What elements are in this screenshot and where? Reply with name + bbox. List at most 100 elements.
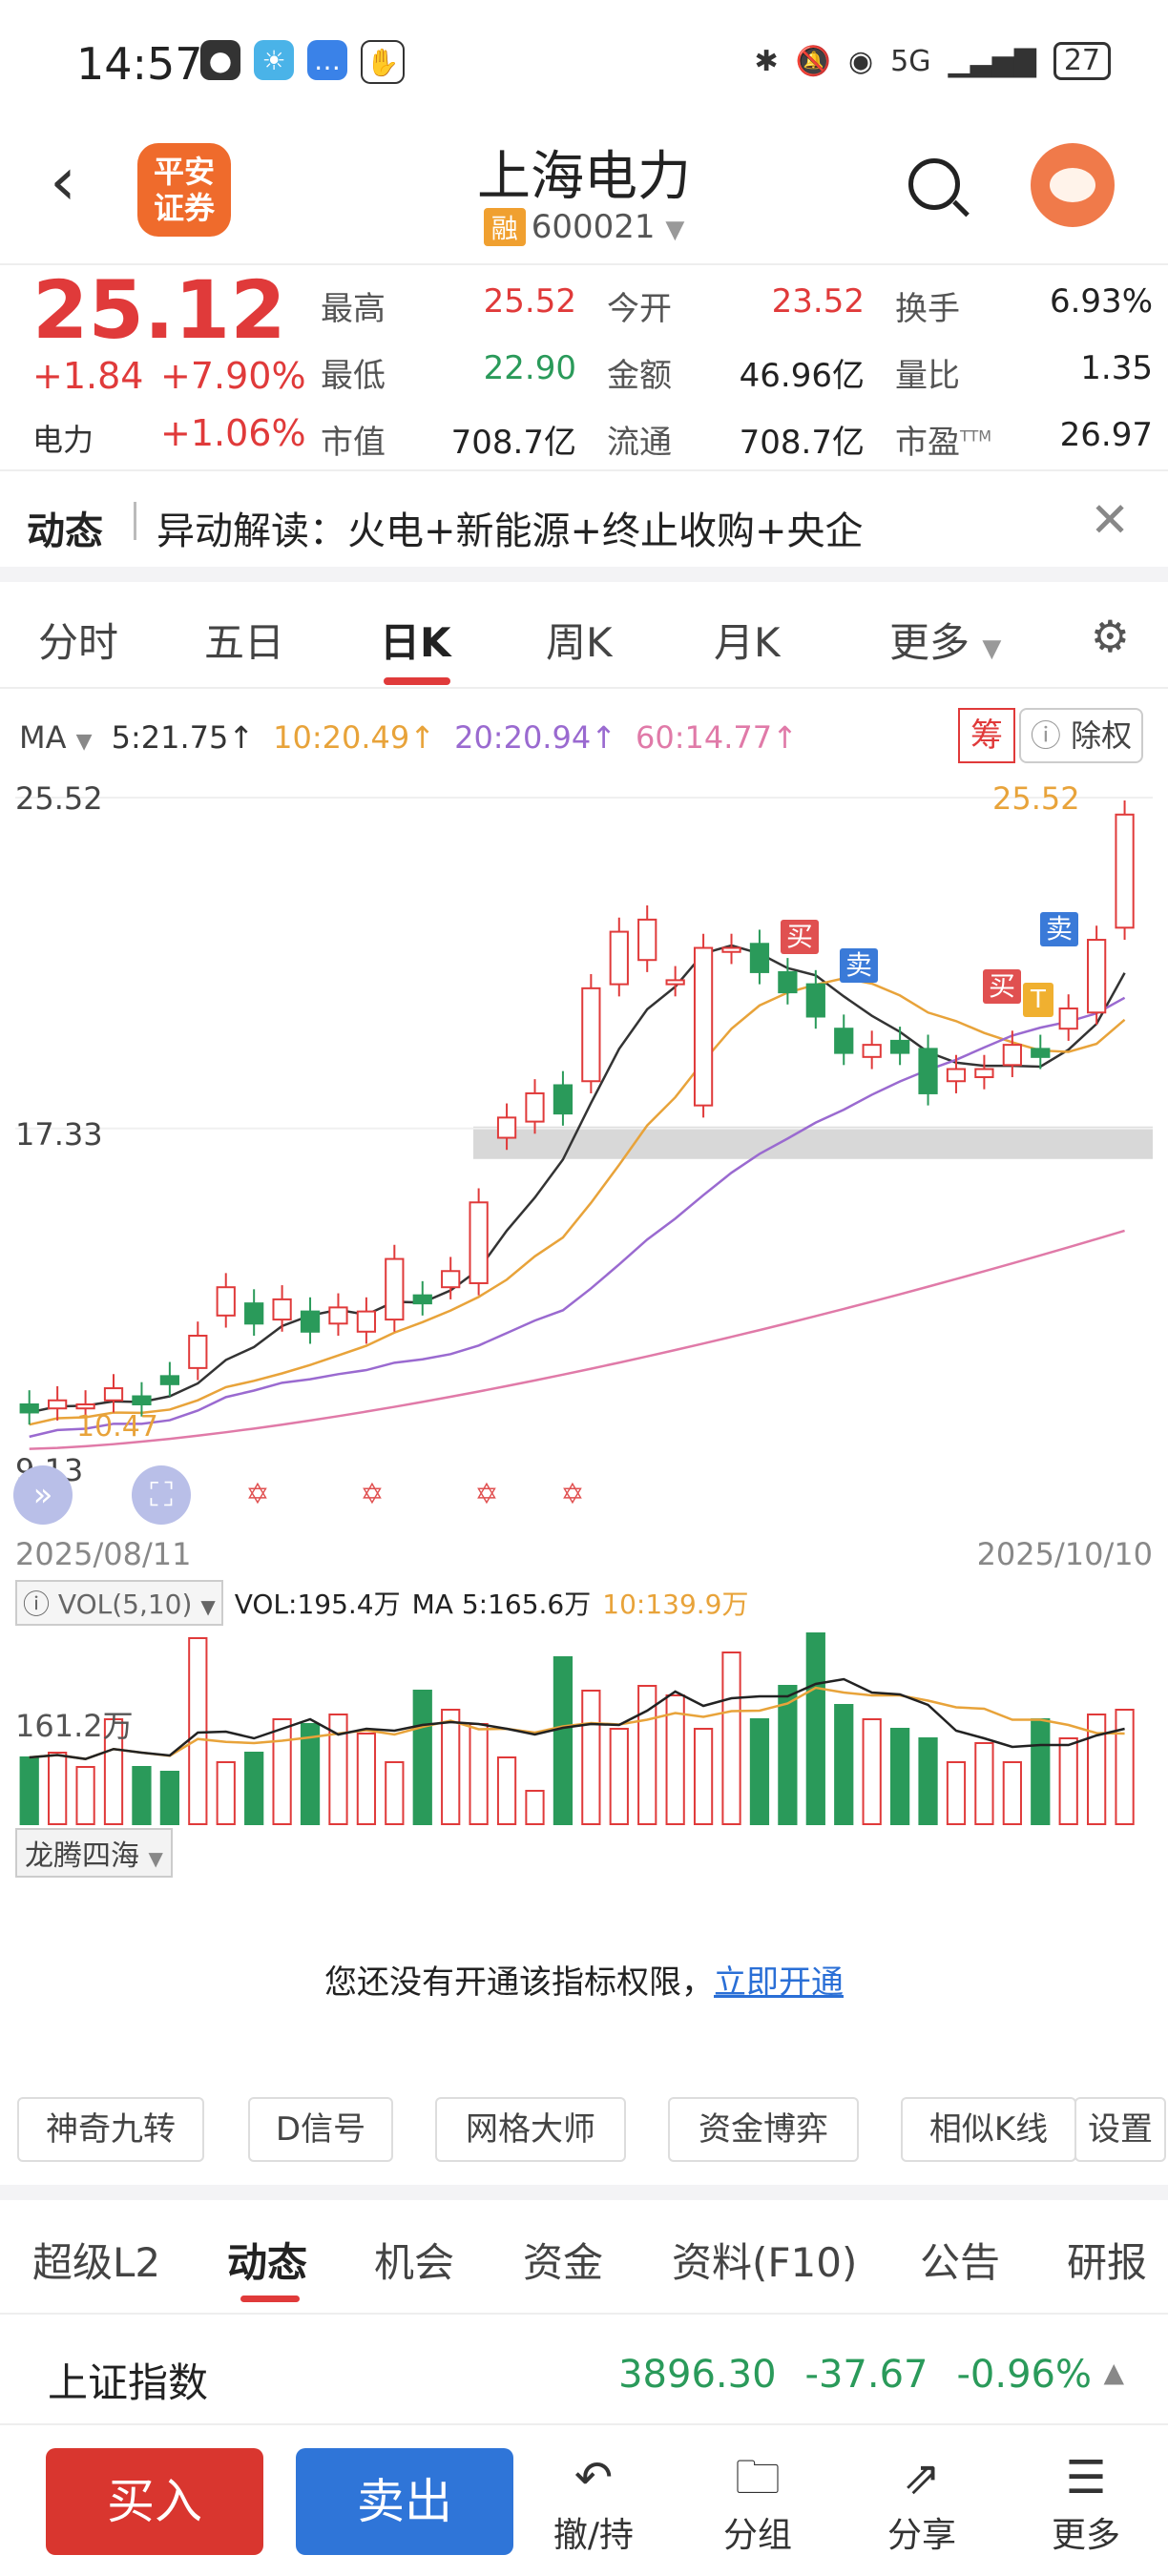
tab-five-day[interactable]: 五日 [204, 619, 285, 666]
tab-opportunity[interactable]: 机会 [374, 2239, 455, 2286]
volume-bar-down [889, 1728, 910, 1825]
buy-button[interactable]: 买入 [46, 2448, 263, 2555]
tool-d-signal[interactable]: D信号 [248, 2097, 393, 2162]
expand-left-icon[interactable]: » [13, 1465, 73, 1525]
date-start-label: 2025/08/11 [15, 1536, 192, 1572]
candle-down [244, 1302, 264, 1325]
battery-icon: 27 [1053, 42, 1111, 80]
t-signal-marker[interactable]: T [1023, 983, 1053, 1017]
back-icon[interactable]: ‹ [50, 142, 76, 220]
tab-f10[interactable]: 资料(F10) [672, 2239, 858, 2286]
hotspot-icon: ◉ [847, 44, 874, 78]
nav-more[interactable]: ☰ 更多 [1029, 2448, 1143, 2557]
chevron-down-icon: ▼ [665, 216, 685, 244]
open-value: 23.52 [771, 282, 865, 321]
volume-indicator-selector[interactable]: ⓘ VOL(5,10) ▼ [15, 1580, 223, 1626]
caret-down-icon: ▼ [75, 730, 93, 754]
volume-bar-down [300, 1723, 321, 1825]
candle-up [1002, 1044, 1022, 1067]
kline-chart[interactable]: ✡ ✡ ✡ ✡ [0, 773, 1168, 1536]
stock-code-row[interactable]: 融 600021 ▼ [0, 208, 1168, 246]
tab-research[interactable]: 研报 [1067, 2239, 1148, 2286]
volume-ma10: 10:139.9万 [602, 1589, 749, 1620]
nav-share[interactable]: ⇗ 分享 [865, 2448, 979, 2557]
news-text[interactable]: 异动解读：火电+新能源+终止收购+央企 [156, 509, 864, 553]
ma10-line [29, 977, 1126, 1426]
ma60-legend: 60:14.77↑ [636, 719, 798, 756]
candle-up [272, 1298, 292, 1321]
candle-down [805, 983, 825, 1018]
sector-name[interactable]: 电力 [32, 422, 94, 458]
sell-signal-marker-2[interactable]: 卖 [1040, 912, 1078, 946]
ma5-line [29, 944, 1126, 1414]
mute-icon: 🔕 [795, 44, 831, 78]
volume-legend: ⓘ VOL(5,10) ▼ VOL:195.4万 MA 5:165.6万 10:… [15, 1580, 748, 1626]
tool-similar-k[interactable]: 相似K线 [901, 2097, 1076, 2162]
tab-monthly-k[interactable]: 月K [714, 619, 781, 666]
chip-distribution-button[interactable]: 筹 [958, 708, 1015, 763]
candle-up [441, 1270, 461, 1289]
candle-up [862, 1044, 882, 1058]
avatar[interactable] [1031, 143, 1115, 227]
volume-bar-up [1002, 1761, 1022, 1825]
volume-bar-up [75, 1766, 95, 1825]
candle-down [553, 1084, 574, 1115]
tool-grid-master[interactable]: 网格大师 [435, 2097, 626, 2162]
tool-fund-game[interactable]: 资金博弈 [668, 2097, 859, 2162]
sell-signal-marker[interactable]: 卖 [840, 948, 878, 983]
broker-logo[interactable]: 平安 证券 [137, 143, 231, 237]
index-name[interactable]: 上证指数 [48, 2359, 209, 2406]
tab-weekly-k[interactable]: 周K [546, 619, 613, 666]
volume-bar-down [159, 1771, 180, 1825]
candle-down [889, 1039, 910, 1054]
candle-down [300, 1310, 321, 1333]
caret-up-icon[interactable]: ▲ [1103, 2357, 1124, 2388]
tab-capital[interactable]: 资金 [523, 2239, 604, 2286]
pe-label-text: 市盈 [895, 424, 960, 462]
news-separator [134, 502, 136, 540]
volume-bar-up [609, 1728, 629, 1825]
indicator-selector[interactable]: 龙腾四海 ▼ [15, 1828, 173, 1878]
candle-up [356, 1310, 377, 1333]
news-tag[interactable]: 动态 [27, 509, 103, 553]
margin-badge: 融 [483, 208, 526, 246]
nav-group[interactable]: 🗀 分组 [700, 2448, 815, 2557]
tab-announcement[interactable]: 公告 [920, 2239, 1001, 2286]
volume-bar-up [328, 1714, 348, 1825]
fullscreen-icon[interactable]: ⛶ [132, 1465, 191, 1525]
tool-magic-nine[interactable]: 神奇九转 [17, 2097, 204, 2162]
tab-super-l2[interactable]: 超级L2 [32, 2239, 161, 2286]
buy-signal-marker-2[interactable]: 买 [983, 969, 1021, 1004]
activate-link[interactable]: 立即开通 [714, 1963, 844, 2002]
qq-icon: ● [200, 40, 240, 80]
volume-chart[interactable] [0, 1622, 1168, 1826]
tab-intraday[interactable]: 分时 [38, 619, 119, 666]
search-icon[interactable] [908, 158, 960, 210]
header-divider [0, 263, 1168, 265]
volume-ma5: MA 5:165.6万 [411, 1589, 592, 1620]
bluetooth-icon: ✱ [754, 44, 779, 78]
volume-value: VOL:195.4万 [234, 1589, 401, 1620]
sell-button[interactable]: 卖出 [296, 2448, 513, 2555]
tab-dynamic[interactable]: 动态 [227, 2239, 308, 2286]
section-gap [0, 567, 1168, 582]
tab-daily-k[interactable]: 日K [380, 619, 451, 666]
tab-more[interactable]: 更多 ▼ [889, 611, 1001, 669]
volume-bar-down [553, 1656, 574, 1825]
buy-signal-marker[interactable]: 买 [781, 920, 819, 954]
volume-bar-down [412, 1690, 432, 1825]
ma-selector[interactable]: MA ▼ [19, 719, 93, 756]
tool-settings[interactable]: 设置 [1074, 2097, 1166, 2162]
ex-rights-button[interactable]: ⓘ 除权 [1019, 708, 1143, 763]
y-axis-mid-label: 17.33 [15, 1116, 103, 1153]
permission-notice: 您还没有开通该指标权限，立即开通 [0, 1956, 1168, 2003]
volume-bar-up [1058, 1737, 1078, 1825]
high-value: 25.52 [483, 282, 576, 321]
gear-icon[interactable]: ⚙ [1090, 611, 1130, 662]
low-value: 22.90 [483, 349, 576, 387]
volume-bar-up [862, 1718, 882, 1825]
nav-undo[interactable]: ↶ 撤/持 [536, 2448, 651, 2557]
float-cap-label: 流通 [607, 424, 672, 462]
close-icon[interactable]: ✕ [1090, 492, 1130, 548]
ma20-line [29, 996, 1126, 1439]
